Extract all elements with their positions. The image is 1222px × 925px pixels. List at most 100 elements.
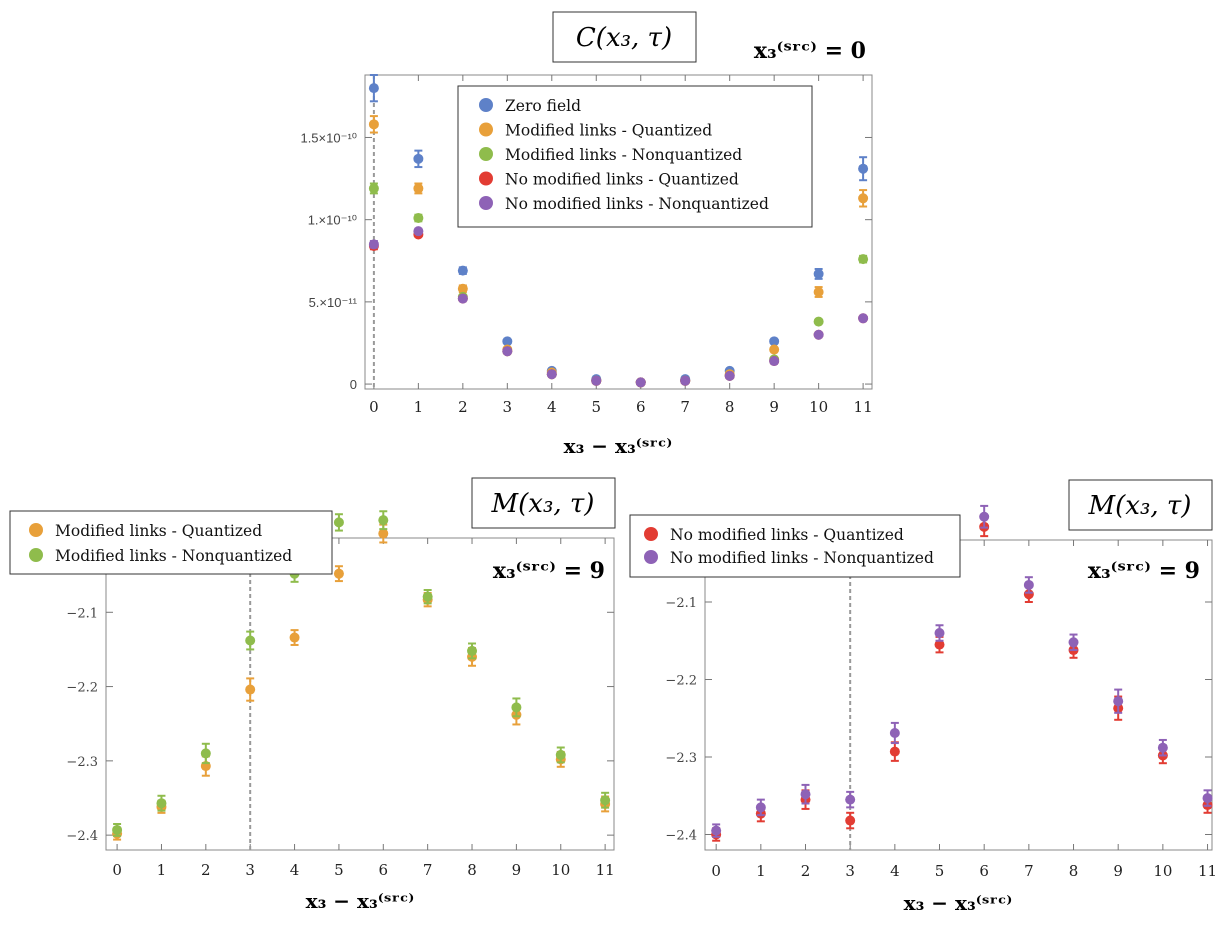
marker xyxy=(502,346,513,357)
data-point xyxy=(413,226,424,237)
data-point xyxy=(845,811,856,830)
data-point xyxy=(813,316,824,327)
x-tick-label: 10 xyxy=(1153,862,1172,880)
data-point xyxy=(591,375,602,386)
data-point xyxy=(156,794,167,812)
x-tick-label: 8 xyxy=(725,398,735,416)
data-point xyxy=(858,313,869,324)
x-tick-label: 11 xyxy=(1198,862,1217,880)
y-tick-label: 5.×10⁻¹¹ xyxy=(309,295,358,310)
marker xyxy=(769,356,780,367)
data-point xyxy=(546,369,557,380)
x-tick-label: 1 xyxy=(414,398,424,416)
marker xyxy=(1157,742,1168,753)
chart-title: M(x₃, τ) xyxy=(1088,491,1192,521)
data-point xyxy=(422,589,433,605)
marker xyxy=(680,375,691,386)
x-axis-label: x₃ − x₃⁽ˢʳᶜ⁾ xyxy=(904,891,1013,915)
data-point xyxy=(368,115,379,134)
data-point xyxy=(813,329,824,340)
x-tick-label: 3 xyxy=(503,398,513,416)
x-tick-label: 7 xyxy=(1024,862,1034,880)
x-tick-label: 7 xyxy=(423,861,433,879)
marker xyxy=(245,635,256,646)
marker xyxy=(813,287,824,298)
y-tick-label: 1.5×10⁻¹⁰ xyxy=(300,130,357,145)
legend-label: No modified links - Nonquantized xyxy=(505,195,769,213)
marker xyxy=(368,83,379,94)
data-point xyxy=(1202,789,1213,807)
data-point xyxy=(413,213,424,224)
y-tick-label: −2.3 xyxy=(66,755,98,770)
marker xyxy=(156,798,167,809)
legend-label: Modified links - Nonquantized xyxy=(55,547,292,565)
marker xyxy=(813,329,824,340)
legend-label: Modified links - Quantized xyxy=(55,522,262,540)
marker xyxy=(467,645,478,656)
x-tick-label: 1 xyxy=(756,862,766,880)
x-tick-label: 6 xyxy=(379,861,389,879)
legend-entry: No modified links - Quantized xyxy=(479,171,739,189)
data-point xyxy=(289,629,300,646)
marker xyxy=(591,375,602,386)
data-point xyxy=(245,677,256,702)
marker xyxy=(555,749,566,760)
x-tick-label: 0 xyxy=(112,861,122,879)
data-points xyxy=(112,510,611,841)
x-tick-label: 2 xyxy=(801,862,811,880)
plot-frame xyxy=(364,74,873,390)
marker xyxy=(333,568,344,579)
legend-entry: Modified links - Quantized xyxy=(29,522,262,540)
x-tick-label: 4 xyxy=(290,861,300,879)
legend-marker xyxy=(29,523,43,537)
chart-title: C(x₃, τ) xyxy=(576,23,672,53)
data-point xyxy=(635,377,646,388)
axis-ticks xyxy=(365,75,872,389)
y-tick-labels: −2.4 −2.3 −2.2 −2.1 xyxy=(665,596,697,844)
marker xyxy=(813,316,824,327)
data-point xyxy=(511,697,522,718)
data-point xyxy=(1068,633,1079,652)
legend-label: No modified links - Quantized xyxy=(505,171,739,189)
panel-mass-modified-links: M(x₃, τ) x₃⁽ˢʳᶜ⁾ = 9 0 1 2 3 4 5 6 7 8 9 10 11 −2.4… xyxy=(9,477,616,913)
marker xyxy=(1023,579,1034,590)
x-tick-labels: 0 1 2 3 4 5 6 7 8 9 10 11 xyxy=(711,862,1217,880)
data-point xyxy=(769,344,780,355)
x-axis-label: x₃ − x₃⁽ˢʳᶜ⁾ xyxy=(306,889,415,913)
source-annotation: x₃⁽ˢʳᶜ⁾ = 9 xyxy=(493,558,605,584)
legend-marker xyxy=(479,196,493,210)
marker xyxy=(368,119,379,130)
data-point xyxy=(245,630,256,651)
data-point xyxy=(502,336,513,347)
marker xyxy=(1113,696,1124,707)
marker xyxy=(245,684,256,695)
data-point xyxy=(755,798,766,817)
marker xyxy=(546,369,557,380)
title-box: C(x₃, τ) xyxy=(552,11,697,63)
legend: Modified links - Quantized Modified links… xyxy=(9,510,333,575)
marker xyxy=(413,226,424,237)
data-point xyxy=(858,254,869,265)
x-tick-label: 5 xyxy=(935,862,945,880)
marker xyxy=(889,727,900,738)
data-points xyxy=(368,74,869,388)
x-tick-label: 2 xyxy=(201,861,211,879)
marker xyxy=(457,283,468,294)
x-tick-labels: 0 1 2 3 4 5 6 7 8 9 10 11 xyxy=(112,861,614,879)
x-tick-label: 3 xyxy=(845,862,855,880)
marker xyxy=(378,528,389,539)
data-point xyxy=(889,721,900,745)
x-tick-labels: 0 1 2 3 4 5 6 7 8 9 10 11 xyxy=(369,398,873,416)
marker xyxy=(368,183,379,194)
x-tick-label: 9 xyxy=(769,398,779,416)
source-annotation: x₃⁽ˢʳᶜ⁾ = 9 xyxy=(1088,558,1200,584)
data-point xyxy=(889,741,900,762)
plot-frame xyxy=(704,539,1213,851)
legend-entry: Zero field xyxy=(479,97,581,115)
legend-label: No modified links - Nonquantized xyxy=(670,549,934,567)
data-point xyxy=(800,783,811,805)
x-tick-label: 8 xyxy=(467,861,477,879)
x-tick-label: 9 xyxy=(1113,862,1123,880)
x-tick-label: 5 xyxy=(334,861,344,879)
